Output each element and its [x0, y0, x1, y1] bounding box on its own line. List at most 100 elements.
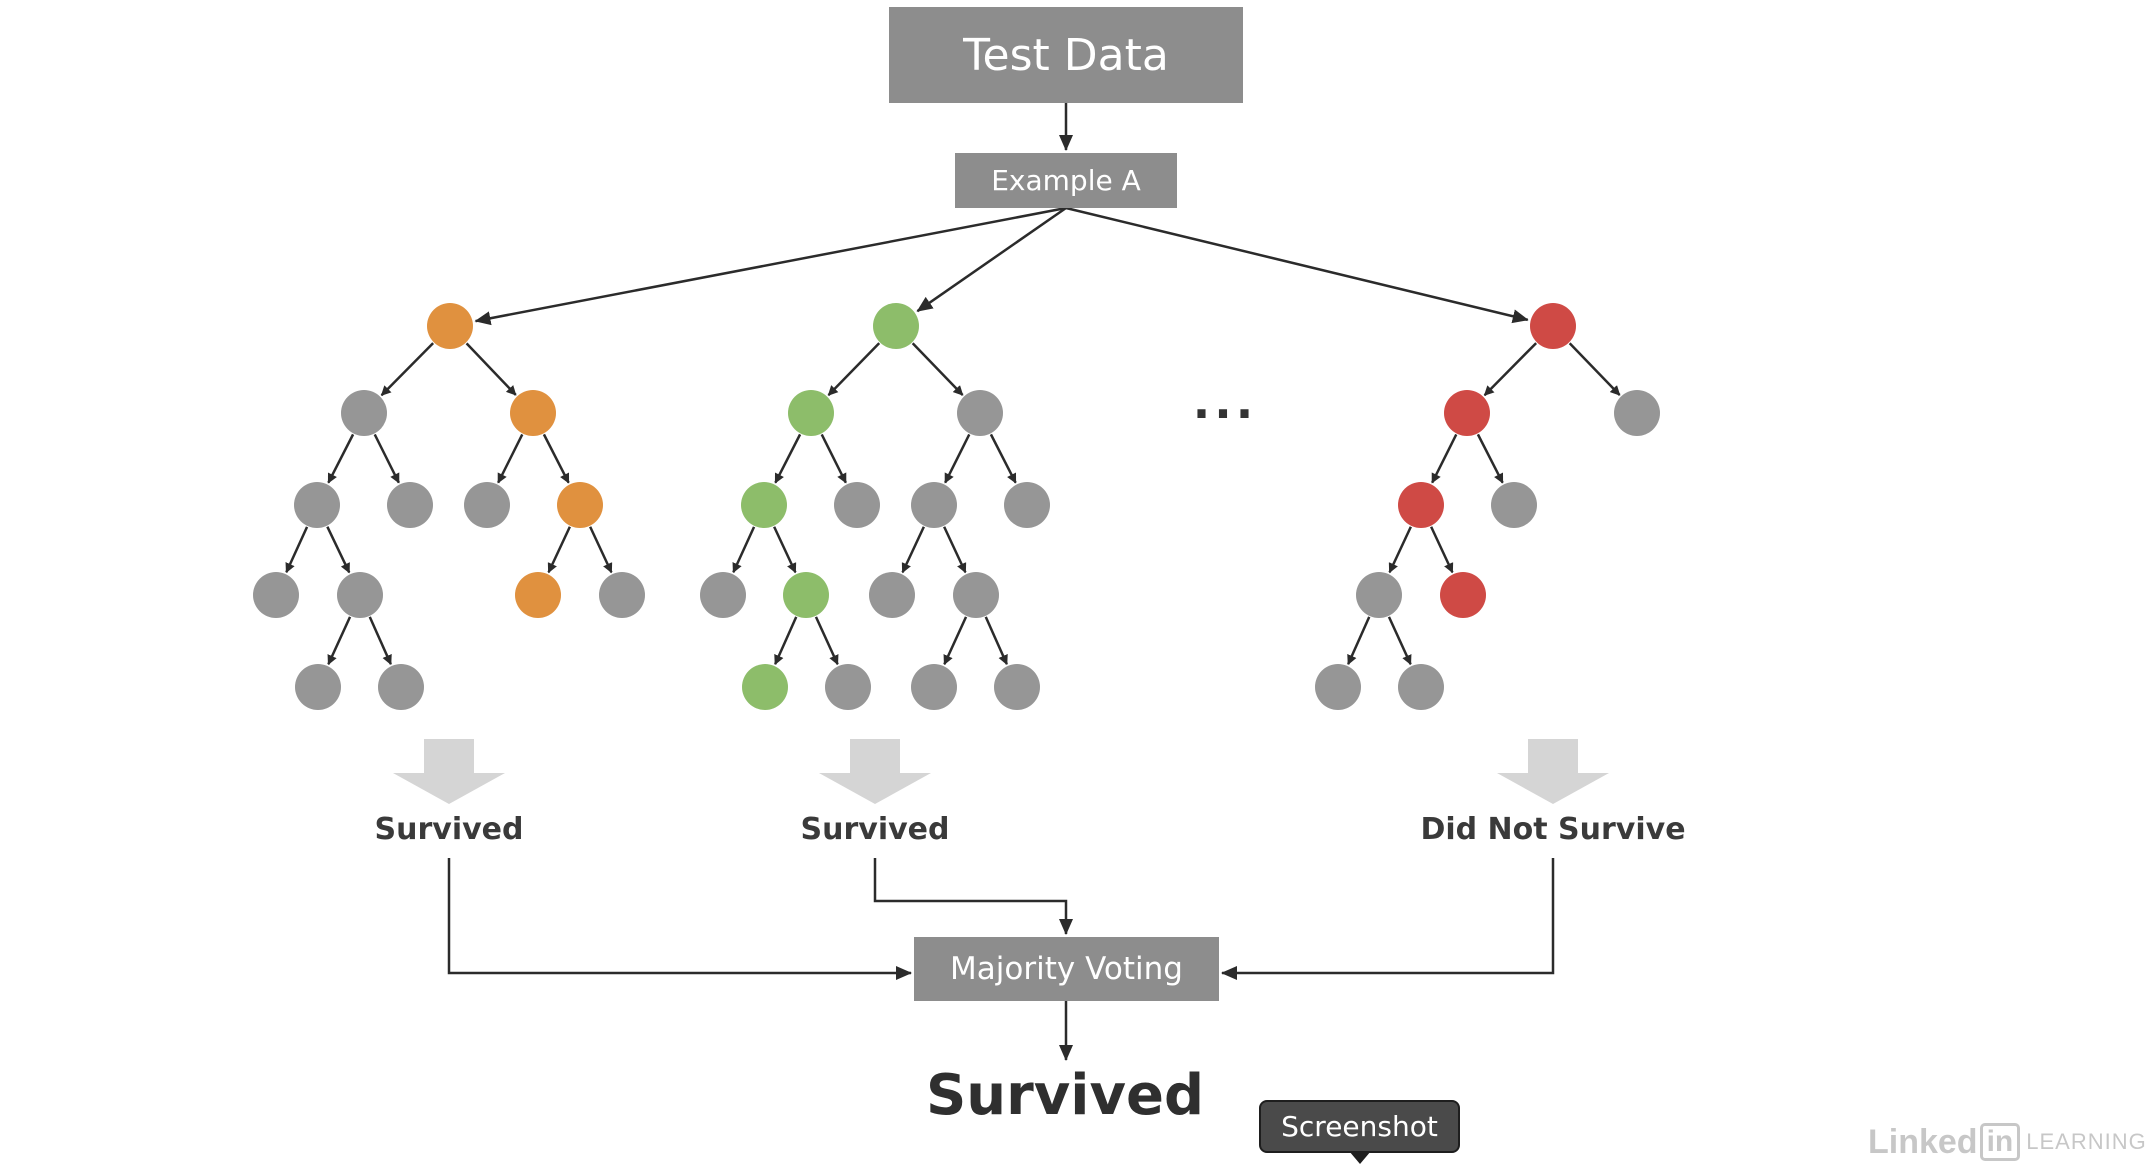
- tree-1-output-arrow: [393, 739, 505, 804]
- tree-1-node: [387, 482, 433, 528]
- tree-2-edge: [944, 433, 971, 484]
- tree-2-path-node: [788, 390, 834, 436]
- example-to-tree-2-arrow: [916, 206, 1067, 313]
- tree-2-edge: [820, 433, 847, 484]
- tree-1-edge: [285, 526, 309, 574]
- tree-2-node: [834, 482, 880, 528]
- tree-2-node: [911, 664, 957, 710]
- tree-2-edge: [943, 616, 968, 666]
- screenshot-tooltip[interactable]: Screenshot: [1259, 1100, 1460, 1153]
- majority-voting-box: Majority Voting: [914, 937, 1219, 1001]
- tree-1-edge: [589, 526, 613, 574]
- tree-1-path-node: [427, 303, 473, 349]
- example-to-tree-1-arrow: [474, 206, 1067, 326]
- tree-3-output-arrow: [1497, 739, 1609, 804]
- example-a-box: Example A: [955, 153, 1177, 208]
- tree-2-node: [700, 572, 746, 618]
- linkedin-learning-watermark: Linked in LEARNING: [1868, 1122, 2147, 1162]
- tree-2-output: Survived: [800, 812, 950, 847]
- tree-1-node: [253, 572, 299, 618]
- more-trees-ellipsis: ...: [1192, 375, 1258, 429]
- tree-1-node: [378, 664, 424, 710]
- watermark-brand: Linked: [1868, 1122, 1978, 1161]
- tree-2-edge: [732, 526, 756, 574]
- tree-3-node: [1614, 390, 1660, 436]
- tree-2-node: [1004, 482, 1050, 528]
- tree-1-edge: [326, 526, 351, 574]
- tree-2-edge: [984, 616, 1008, 666]
- tree-1-edge: [327, 616, 352, 666]
- tree-2-edge: [774, 433, 802, 484]
- tree-1-node: [341, 390, 387, 436]
- tree-1-node: [464, 482, 510, 528]
- tree-1-output: Survived: [374, 812, 524, 847]
- tree-1-edge: [380, 342, 435, 397]
- watermark-in-badge: in: [1979, 1123, 2021, 1161]
- tree-1-edge: [327, 433, 355, 484]
- tree-1-node: [295, 664, 341, 710]
- tree-3-path-node: [1440, 572, 1486, 618]
- tree-3-node: [1356, 572, 1402, 618]
- tree-3-path-node: [1530, 303, 1576, 349]
- tree-edges: [285, 342, 1621, 666]
- tree-2-node: [825, 664, 871, 710]
- tree-2-to-majority-arrow: [873, 858, 1073, 935]
- tree-1-edge: [542, 433, 570, 484]
- output-arrows: [393, 739, 1609, 804]
- tree-2-edge: [827, 342, 881, 396]
- tree-1-path-node: [510, 390, 556, 436]
- tree-2-edge: [774, 616, 798, 666]
- tree-2-edge: [901, 526, 925, 574]
- tree-2-node: [994, 664, 1040, 710]
- tree-3-to-majority-arrow: [1221, 858, 1555, 980]
- tooltip-pointer: [1349, 1151, 1371, 1164]
- tree-1-path-node: [515, 572, 561, 618]
- tree-2-node: [953, 572, 999, 618]
- tree-3-edge: [1387, 616, 1412, 666]
- tree-3-edge: [1430, 526, 1454, 574]
- watermark-suffix: LEARNING: [2026, 1129, 2147, 1154]
- tree-3-node: [1398, 664, 1444, 710]
- tree-2-edge: [911, 342, 964, 396]
- flow-connectors: [447, 103, 1555, 1061]
- final-prediction: Survived: [925, 1063, 1205, 1128]
- tree-2-edge: [773, 526, 797, 574]
- tree-2-output-arrow: [819, 739, 931, 804]
- tree-3-edge: [1431, 433, 1458, 484]
- tree-3-edge: [1568, 342, 1621, 396]
- tree-3-edge: [1388, 526, 1412, 574]
- tree-3-node: [1315, 664, 1361, 710]
- example-to-tree-3-arrow: [1065, 206, 1529, 324]
- tree-3-node: [1491, 482, 1537, 528]
- test-data-box: Test Data: [889, 7, 1243, 103]
- tree-1-edge: [373, 433, 400, 484]
- tree-1-to-majority-arrow: [447, 858, 912, 980]
- tree-3-edge: [1483, 342, 1538, 397]
- tree-1-node: [599, 572, 645, 618]
- tree-2-node: [957, 390, 1003, 436]
- tree-2-edge: [989, 433, 1017, 484]
- tree-1-path-node: [557, 482, 603, 528]
- tree-1-edge: [497, 433, 524, 484]
- tree-2-node: [911, 482, 957, 528]
- tree-3-path-node: [1398, 482, 1444, 528]
- tree-2-edge: [943, 526, 967, 574]
- tree-2-path-node: [741, 482, 787, 528]
- tree-2-path-node: [742, 664, 788, 710]
- tree-3-path-node: [1444, 390, 1490, 436]
- tree-3-edge: [1347, 616, 1371, 666]
- tree-1-edge: [465, 342, 517, 396]
- tree-1-edge: [368, 616, 392, 666]
- tree-2-path-node: [873, 303, 919, 349]
- tree-nodes: [253, 303, 1660, 710]
- tree-2-edge: [814, 616, 839, 666]
- tree-2-node: [869, 572, 915, 618]
- tree-3-edge: [1476, 433, 1504, 484]
- tree-1-node: [294, 482, 340, 528]
- tree-1-node: [337, 572, 383, 618]
- tree-2-path-node: [783, 572, 829, 618]
- tree-1-edge: [547, 526, 571, 574]
- tree-3-output: Did Not Survive: [1420, 812, 1686, 847]
